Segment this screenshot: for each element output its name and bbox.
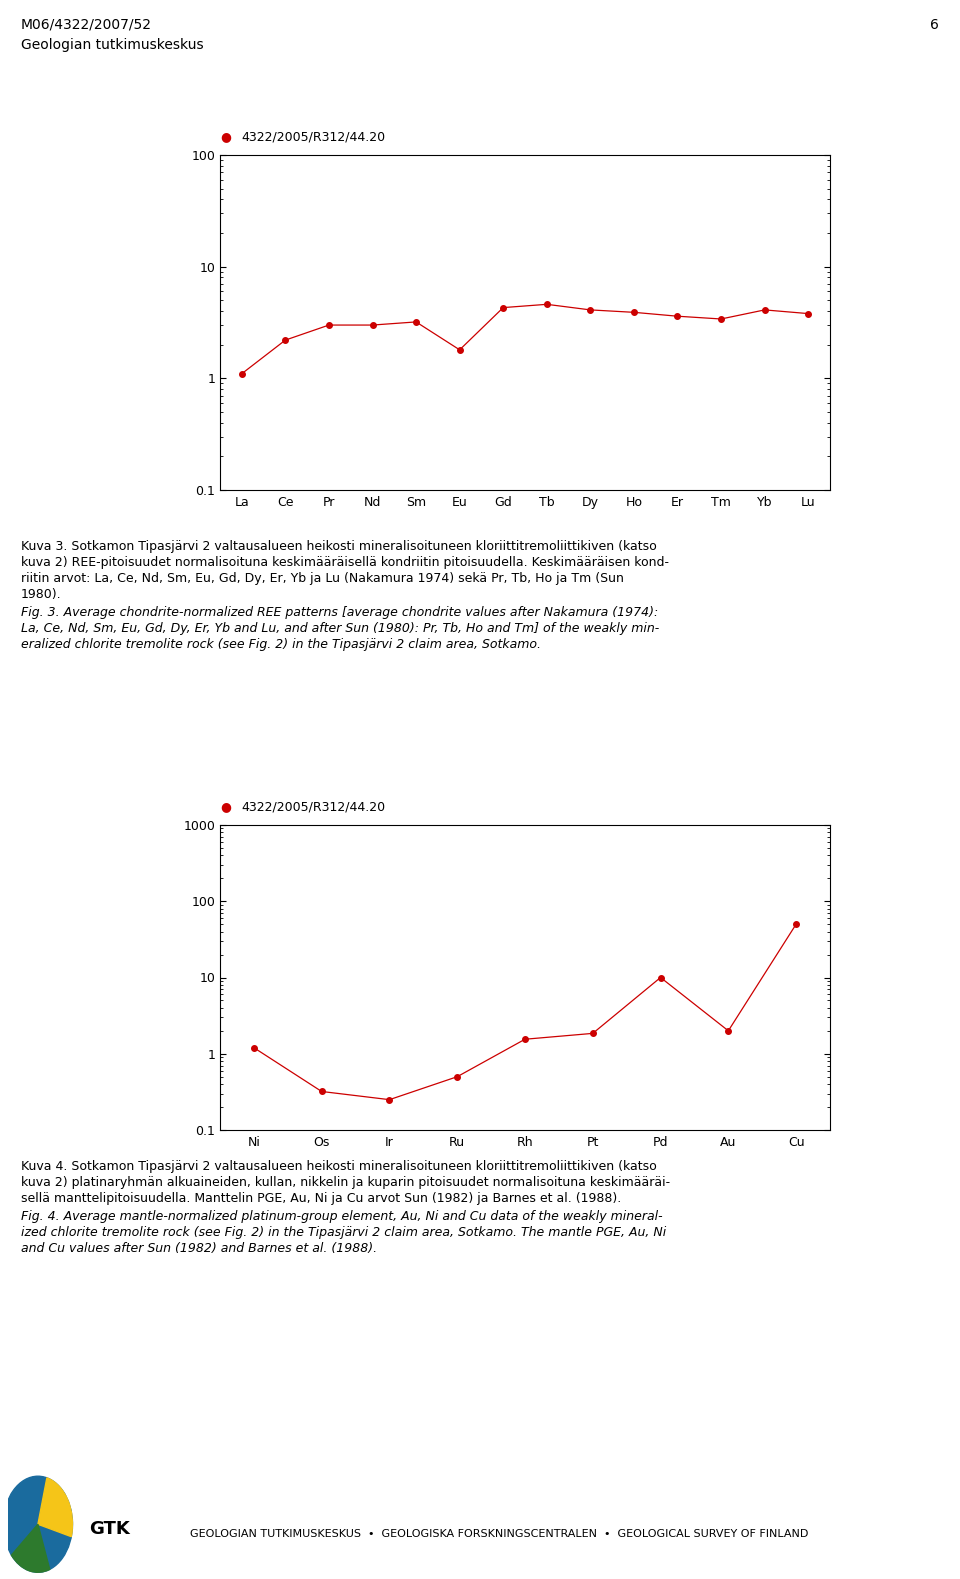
Text: GEOLOGIAN TUTKIMUSKESKUS  •  GEOLOGISKA FORSKNINGSCENTRALEN  •  GEOLOGICAL SURVE: GEOLOGIAN TUTKIMUSKESKUS • GEOLOGISKA FO… (190, 1528, 808, 1540)
Text: 4322/2005/R312/44.20: 4322/2005/R312/44.20 (241, 129, 385, 144)
Point (234, 362, 250, 387)
Text: Kuva 3. Sotkamon Tipasjärvi 2 valtausalueen heikosti mineralisoituneen kloriitti: Kuva 3. Sotkamon Tipasjärvi 2 valtausalu… (21, 540, 657, 553)
Text: Fig. 3. Average chondrite-normalized REE patterns [average chondrite values afte: Fig. 3. Average chondrite-normalized REE… (21, 606, 659, 619)
Text: 4322/2005/R312/44.20: 4322/2005/R312/44.20 (241, 801, 385, 813)
Text: Geologian tutkimuskeskus: Geologian tutkimuskeskus (21, 38, 204, 52)
Point (449, 1064, 465, 1090)
Point (382, 1086, 397, 1112)
Point (585, 1020, 600, 1045)
Text: 1980).: 1980). (21, 587, 61, 602)
Point (670, 303, 685, 328)
Point (626, 300, 641, 325)
Point (788, 911, 804, 936)
Text: riitin arvot: La, Ce, Nd, Sm, Eu, Gd, Dy, Er, Yb ja Lu (Nakamura 1974) sekä Pr, : riitin arvot: La, Ce, Nd, Sm, Eu, Gd, Dy… (21, 572, 624, 584)
Point (277, 327, 293, 352)
Point (653, 965, 668, 990)
Text: La, Ce, Nd, Sm, Eu, Gd, Dy, Er, Yb and Lu, and after Sun (1980): Pr, Tb, Ho and : La, Ce, Nd, Sm, Eu, Gd, Dy, Er, Yb and L… (21, 622, 660, 635)
Text: sellä manttelipitoisuudella. Manttelin PGE, Au, Ni ja Cu arvot Sun (1982) ja Bar: sellä manttelipitoisuudella. Manttelin P… (21, 1192, 621, 1205)
Wedge shape (12, 1524, 50, 1573)
Text: ized chlorite tremolite rock (see Fig. 2) in the Tipasjärvi 2 claim area, Sotkam: ized chlorite tremolite rock (see Fig. 2… (21, 1225, 666, 1240)
Point (757, 297, 773, 322)
Point (365, 313, 380, 338)
Text: ●: ● (220, 801, 230, 813)
Point (495, 295, 511, 321)
Point (517, 1026, 533, 1052)
Text: and Cu values after Sun (1982) and Barnes et al. (1988).: and Cu values after Sun (1982) and Barne… (21, 1243, 377, 1255)
Point (721, 1018, 736, 1044)
Point (801, 302, 816, 327)
Text: M06/4322/2007/52: M06/4322/2007/52 (21, 17, 152, 32)
Circle shape (3, 1476, 73, 1573)
Point (322, 313, 337, 338)
Point (713, 306, 729, 332)
Text: Fig. 4. Average mantle-normalized platinum-group element, Au, Ni and Cu data of : Fig. 4. Average mantle-normalized platin… (21, 1210, 662, 1224)
Text: eralized chlorite tremolite rock (see Fig. 2) in the Tipasjärvi 2 claim area, So: eralized chlorite tremolite rock (see Fi… (21, 638, 541, 651)
Text: GTK: GTK (89, 1521, 130, 1538)
Point (408, 309, 423, 335)
Text: kuva 2) REE-pitoisuudet normalisoituna keskimääräisellä kondriitin pitoisuudella: kuva 2) REE-pitoisuudet normalisoituna k… (21, 556, 669, 568)
Point (314, 1078, 329, 1104)
Text: Kuva 4. Sotkamon Tipasjärvi 2 valtausalueen heikosti mineralisoituneen kloriitti: Kuva 4. Sotkamon Tipasjärvi 2 valtausalu… (21, 1161, 657, 1173)
Point (452, 338, 468, 363)
Point (583, 297, 598, 322)
Text: ●: ● (220, 129, 230, 144)
Point (246, 1036, 261, 1061)
Point (540, 292, 555, 317)
Text: 6: 6 (930, 17, 939, 32)
Wedge shape (38, 1478, 72, 1536)
Text: kuva 2) platinaryhmän alkuaineiden, kullan, nikkelin ja kuparin pitoisuudet norm: kuva 2) platinaryhmän alkuaineiden, kull… (21, 1176, 670, 1189)
